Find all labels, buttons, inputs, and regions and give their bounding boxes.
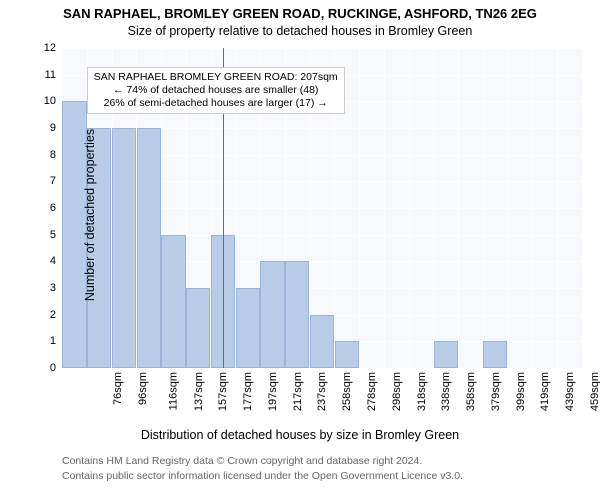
xtick-label: 237sqm bbox=[317, 372, 329, 411]
annotation-box: SAN RAPHAEL BROMLEY GREEN ROAD: 207sqm← … bbox=[87, 67, 345, 114]
gridline-h bbox=[62, 368, 582, 369]
x-axis-label: Distribution of detached houses by size … bbox=[0, 428, 600, 442]
chart-title: SAN RAPHAEL, BROMLEY GREEN ROAD, RUCKING… bbox=[0, 6, 600, 21]
bar bbox=[335, 341, 359, 368]
y-axis-label: Number of detached properties bbox=[83, 129, 97, 301]
xtick-label: 399sqm bbox=[515, 372, 527, 411]
bar bbox=[434, 341, 458, 368]
ytick-label: 5 bbox=[26, 229, 56, 241]
xtick-label: 76sqm bbox=[112, 372, 124, 405]
bar bbox=[260, 261, 284, 368]
xtick-label: 157sqm bbox=[218, 372, 230, 411]
ytick-label: 8 bbox=[26, 149, 56, 161]
ytick-label: 11 bbox=[26, 69, 56, 81]
bar bbox=[310, 315, 334, 368]
gridline-v bbox=[483, 48, 484, 368]
ytick-label: 7 bbox=[26, 175, 56, 187]
ytick-label: 3 bbox=[26, 282, 56, 294]
xtick-label: 217sqm bbox=[292, 372, 304, 411]
ytick-label: 9 bbox=[26, 122, 56, 134]
bar bbox=[285, 261, 309, 368]
annotation-line: 26% of semi-detached houses are larger (… bbox=[94, 97, 338, 110]
xtick-label: 419sqm bbox=[539, 372, 551, 411]
gridline-v bbox=[359, 48, 360, 368]
gridline-v bbox=[508, 48, 509, 368]
bar bbox=[161, 235, 185, 368]
ytick-label: 1 bbox=[26, 335, 56, 347]
xtick-label: 358sqm bbox=[465, 372, 477, 411]
xtick-label: 459sqm bbox=[589, 372, 600, 411]
xtick-label: 137sqm bbox=[193, 372, 205, 411]
ytick-label: 12 bbox=[26, 42, 56, 54]
chart-container: SAN RAPHAEL, BROMLEY GREEN ROAD, RUCKING… bbox=[0, 0, 600, 500]
xtick-label: 318sqm bbox=[416, 372, 428, 411]
xtick-label: 298sqm bbox=[391, 372, 403, 411]
bar bbox=[137, 128, 161, 368]
gridline-v bbox=[384, 48, 385, 368]
gridline-v bbox=[532, 48, 533, 368]
bar bbox=[112, 128, 136, 368]
xtick-label: 439sqm bbox=[564, 372, 576, 411]
ytick-label: 2 bbox=[26, 309, 56, 321]
annotation-line: ← 74% of detached houses are smaller (48… bbox=[94, 84, 338, 97]
xtick-label: 258sqm bbox=[341, 372, 353, 411]
xtick-label: 278sqm bbox=[366, 372, 378, 411]
footnote-2: Contains public sector information licen… bbox=[62, 470, 463, 482]
xtick-label: 116sqm bbox=[167, 372, 179, 410]
annotation-line: SAN RAPHAEL BROMLEY GREEN ROAD: 207sqm bbox=[94, 71, 338, 84]
gridline-h bbox=[62, 48, 582, 49]
ytick-label: 6 bbox=[26, 202, 56, 214]
xtick-label: 197sqm bbox=[267, 372, 279, 411]
xtick-label: 177sqm bbox=[242, 372, 254, 411]
bar bbox=[236, 288, 260, 368]
footnote-1: Contains HM Land Registry data © Crown c… bbox=[62, 455, 422, 467]
xtick-label: 96sqm bbox=[137, 372, 149, 405]
xtick-label: 338sqm bbox=[440, 372, 452, 411]
gridline-v bbox=[409, 48, 410, 368]
gridline-v bbox=[582, 48, 583, 368]
bar bbox=[186, 288, 210, 368]
gridline-v bbox=[557, 48, 558, 368]
ytick-label: 4 bbox=[26, 255, 56, 267]
gridline-v bbox=[433, 48, 434, 368]
chart-subtitle: Size of property relative to detached ho… bbox=[0, 24, 600, 38]
xtick-label: 379sqm bbox=[490, 372, 502, 411]
ytick-label: 0 bbox=[26, 362, 56, 374]
ytick-label: 10 bbox=[26, 95, 56, 107]
bar bbox=[483, 341, 507, 368]
gridline-v bbox=[458, 48, 459, 368]
